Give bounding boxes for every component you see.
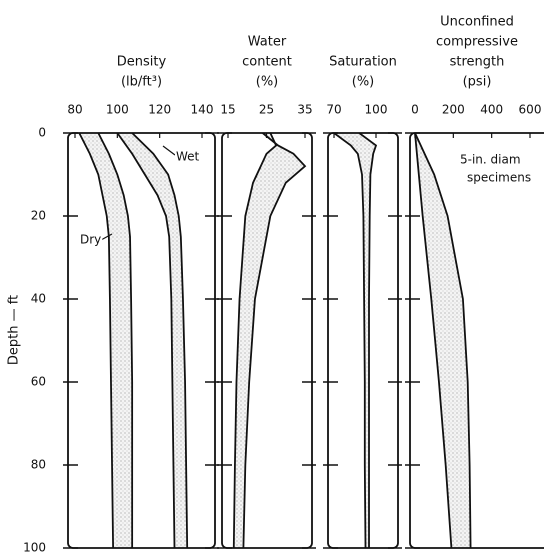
- y-axis-label: Depth — ft: [7, 295, 22, 365]
- x-tick-label: 140: [191, 103, 214, 117]
- panel-title: (%): [352, 75, 375, 90]
- annotation: Dry: [80, 233, 101, 247]
- panel-title: Saturation: [329, 55, 397, 70]
- panel-frame: [327, 132, 399, 549]
- panel-title: (psi): [463, 75, 492, 90]
- panel-title: (%): [256, 75, 279, 90]
- x-tick-label: 120: [148, 103, 171, 117]
- y-tick-label: 0: [38, 126, 46, 140]
- panel-title: Water: [248, 35, 287, 50]
- annotation: 5-in. diam: [460, 153, 521, 167]
- shaded-band: [233, 133, 305, 548]
- label-bg: [175, 149, 201, 164]
- line: [333, 133, 367, 548]
- panel-frame: [67, 132, 216, 549]
- x-tick-label: 200: [442, 103, 465, 117]
- y-tick-label: 40: [31, 292, 46, 306]
- panel-title: Density: [117, 55, 167, 70]
- annotation: specimens: [467, 171, 531, 185]
- x-tick-label: 35: [297, 103, 312, 117]
- leader-line: [162, 145, 176, 156]
- line: [414, 133, 472, 548]
- x-tick-label: 600: [519, 103, 542, 117]
- line: [232, 133, 278, 548]
- panel-title: (lb/ft³): [121, 75, 162, 90]
- x-tick-label: 80: [67, 103, 82, 117]
- panel-frame: [409, 132, 544, 549]
- panel-title: Unconfined: [440, 15, 514, 30]
- y-tick-label: 100: [23, 541, 46, 555]
- y-tick-label: 80: [31, 458, 46, 472]
- annotation: Wet: [176, 150, 200, 164]
- line: [78, 133, 114, 548]
- y-tick-label: 60: [31, 375, 46, 389]
- panel-title: compressive: [436, 35, 518, 50]
- label-bg: [79, 232, 103, 247]
- x-tick-label: 100: [365, 103, 388, 117]
- line: [97, 133, 134, 548]
- line: [414, 133, 453, 548]
- x-tick-label: 0: [411, 103, 419, 117]
- shaded-band: [79, 133, 133, 548]
- x-tick-label: 15: [220, 103, 235, 117]
- y-tick-label: 20: [31, 209, 46, 223]
- x-tick-label: 70: [326, 103, 341, 117]
- line: [116, 133, 176, 548]
- x-tick-label: 400: [480, 103, 503, 117]
- line: [131, 133, 189, 548]
- shaded-band: [415, 133, 471, 548]
- line: [358, 133, 378, 548]
- x-tick-label: 100: [106, 103, 129, 117]
- line: [242, 133, 307, 548]
- panel-title: strength: [450, 55, 505, 70]
- panel-title: content: [242, 55, 292, 70]
- x-tick-label: 25: [259, 103, 274, 117]
- leader-line: [100, 233, 113, 241]
